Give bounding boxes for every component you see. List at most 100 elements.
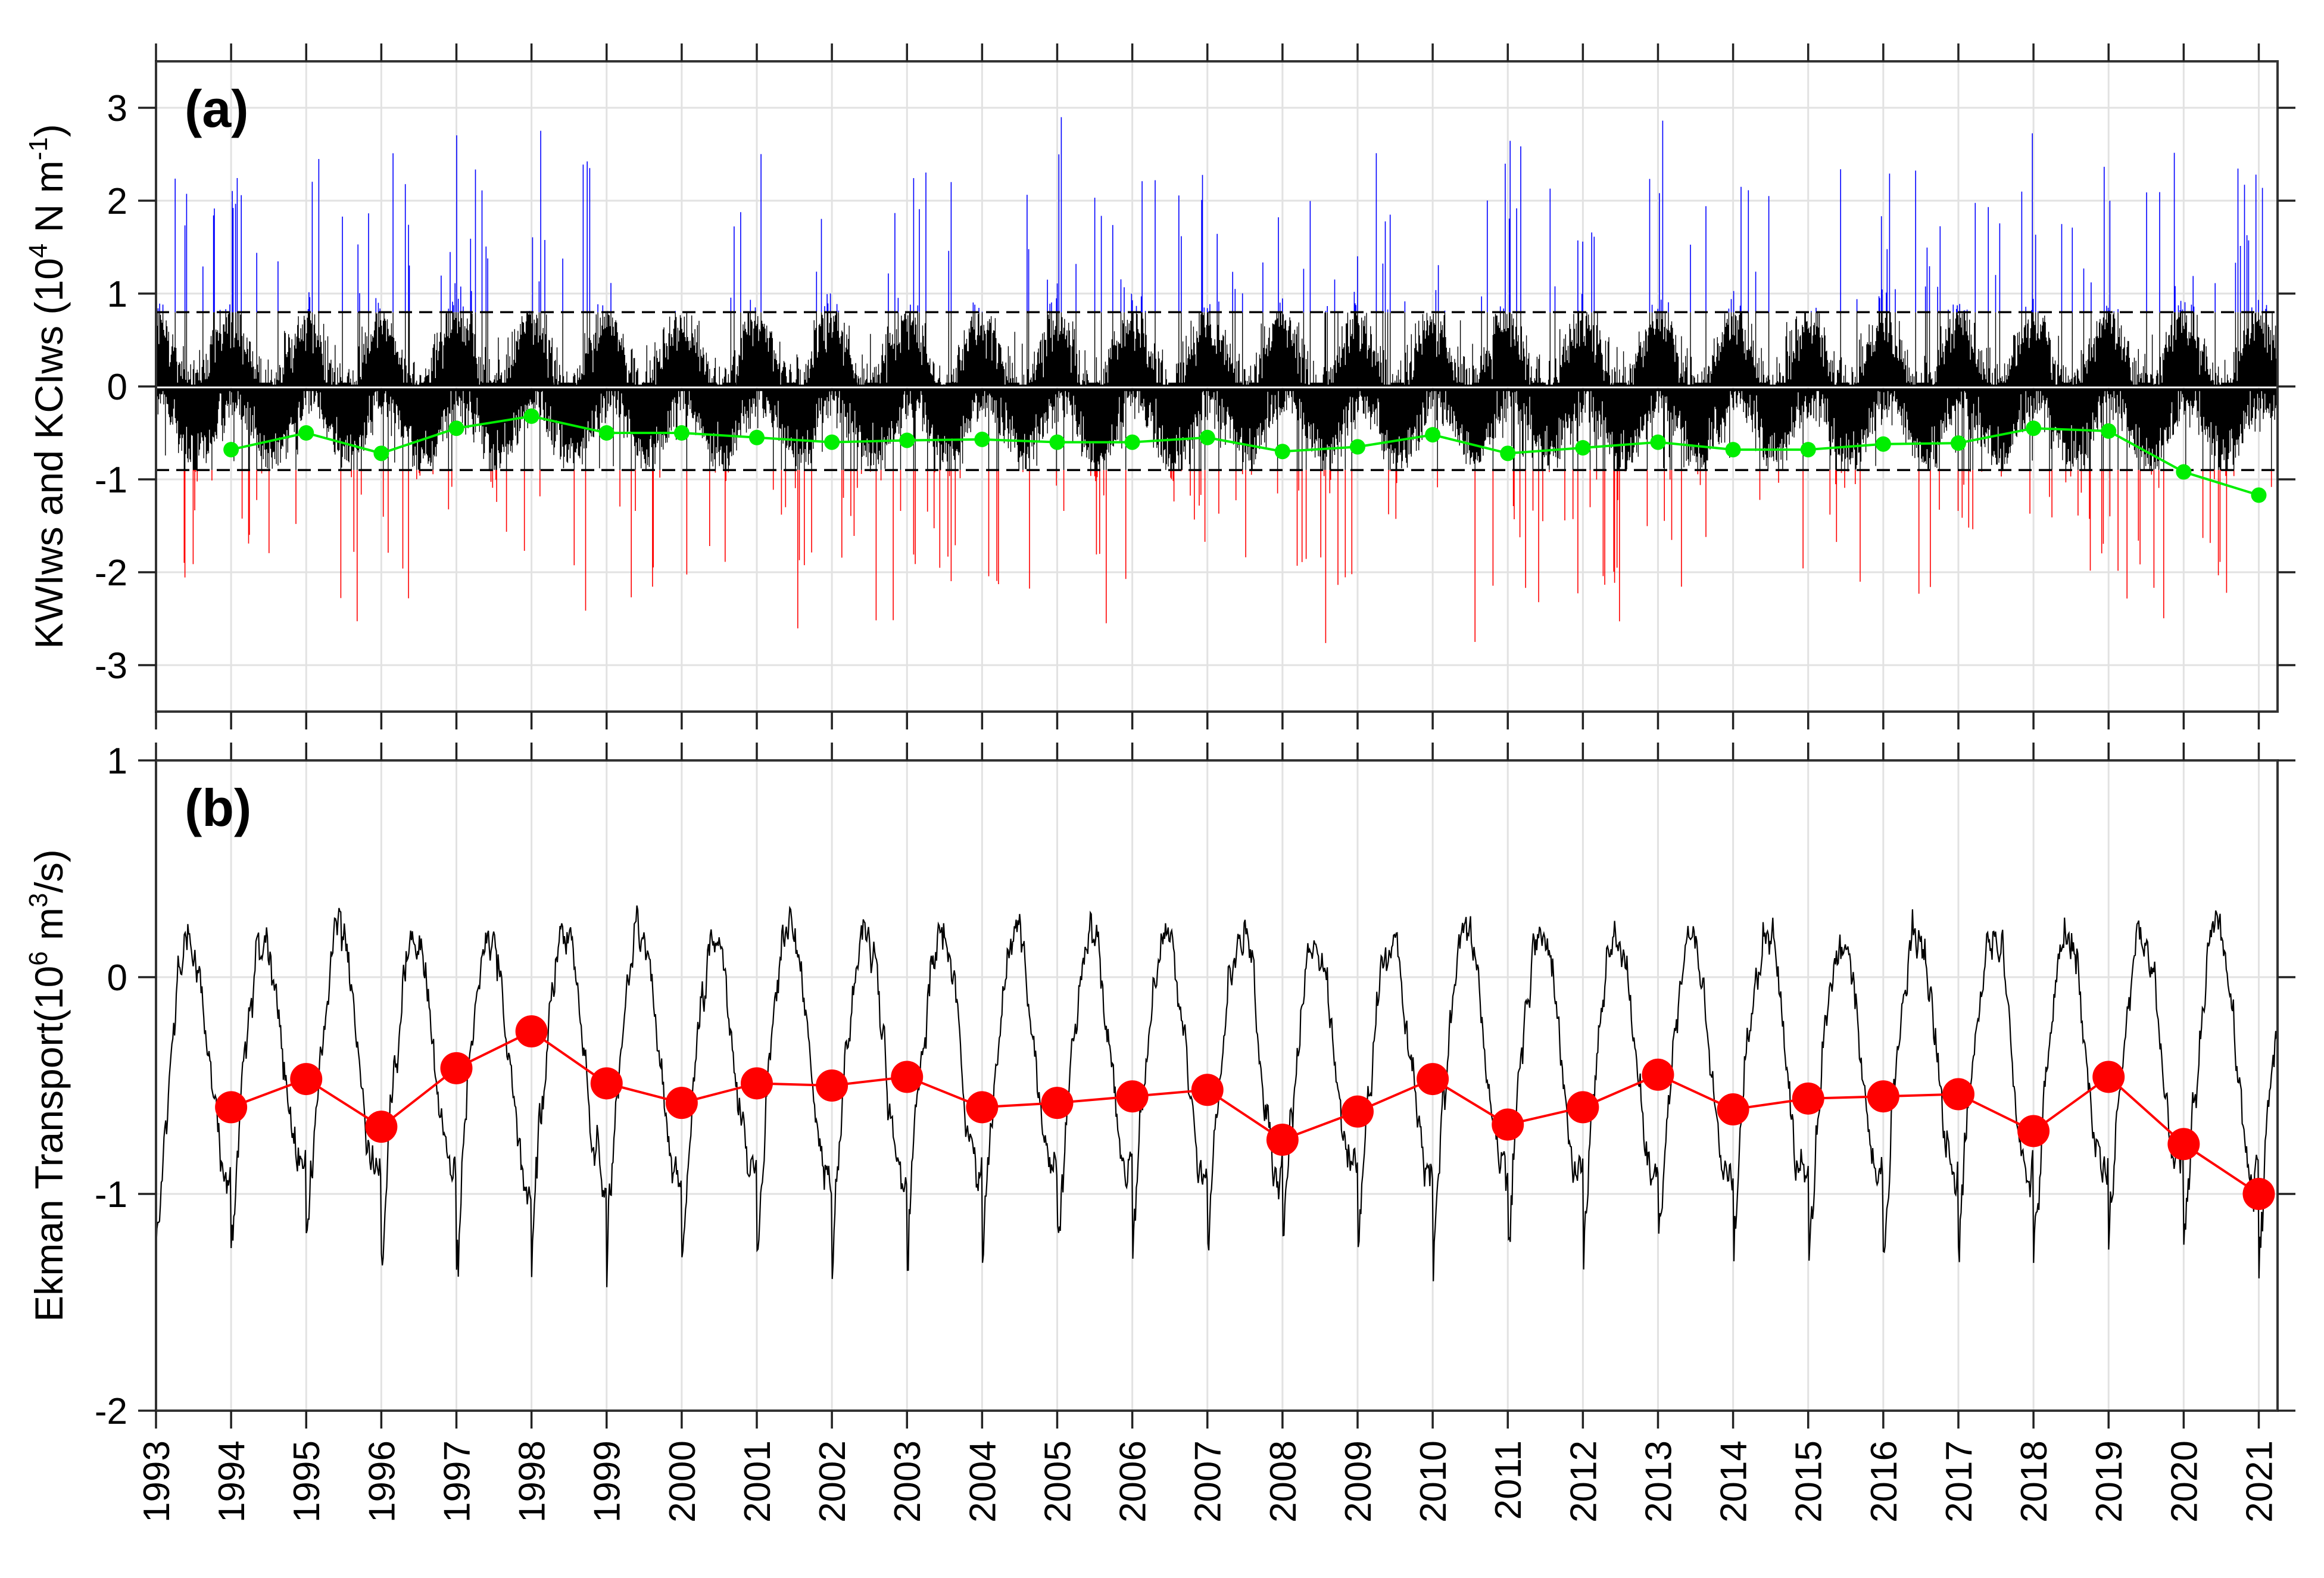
annual-mean-point	[1492, 1108, 1524, 1141]
annual-mean-point	[824, 434, 840, 450]
annual-mean-point	[1800, 442, 1816, 458]
panel-b: -2 -1 0 1 (b) Ekman Transport(106 m3/s)	[24, 741, 2295, 1432]
y-tick-label: 2	[107, 181, 127, 222]
annual-mean-line	[230, 1030, 2260, 1195]
y-tick-label: 1	[107, 741, 127, 782]
annual-mean-point	[290, 1063, 323, 1096]
panel-b-frame	[155, 759, 2279, 1412]
annual-mean-point	[2176, 464, 2192, 480]
annual-mean-point	[1191, 1074, 1224, 1106]
annual-mean-point	[891, 1061, 924, 1093]
y-tick-label: 1	[107, 274, 127, 315]
x-tick-label: 1997	[436, 1440, 478, 1523]
annual-mean-point	[1049, 434, 1065, 450]
y-tick-label: -2	[95, 553, 127, 594]
annual-mean-point	[748, 429, 765, 445]
annual-mean-point	[1650, 434, 1666, 450]
x-tick-label: 2006	[1113, 1440, 1154, 1523]
x-tick-label: 2005	[1037, 1440, 1078, 1523]
annual-mean-point	[1199, 429, 1215, 445]
annual-mean-point	[440, 1052, 473, 1084]
x-tick-label: 2009	[1338, 1440, 1379, 1523]
x-tick-label: 2016	[1864, 1440, 1905, 1523]
x-tick-label: 2020	[2164, 1440, 2205, 1523]
annual-mean-point	[899, 432, 915, 448]
x-tick-label: 2007	[1188, 1440, 1229, 1523]
x-tick-label: 2001	[737, 1440, 778, 1523]
daily-bars-red	[183, 470, 2272, 643]
annual-mean-point	[1575, 439, 1591, 456]
y-tick-label: 3	[107, 88, 127, 129]
annual-mean-point	[1266, 1124, 1299, 1156]
annual-mean-point	[2101, 423, 2117, 439]
annual-mean-point	[523, 408, 539, 424]
x-tick-label: 1993	[136, 1440, 177, 1523]
annual-mean-point	[1875, 436, 1891, 452]
annual-mean-point	[1274, 444, 1290, 460]
annual-mean-point	[1725, 442, 1741, 458]
panel-a: -3 -2 -1 0 1 2 3 (a) KWIws and KCIws (104 N m-…	[24, 43, 2295, 729]
x-tick-label: 2003	[887, 1440, 928, 1523]
annual-mean-point	[1349, 439, 1365, 455]
y-tick-label: 0	[107, 958, 127, 999]
x-tick-label: 2002	[812, 1440, 853, 1523]
panel-a-label: (a)	[185, 79, 249, 138]
y-tick-label: -1	[95, 460, 127, 501]
x-tick-label: 2011	[1488, 1440, 1529, 1520]
x-tick-label: 1995	[286, 1440, 327, 1523]
x-tick-label: 2013	[1638, 1440, 1679, 1523]
annual-mean-point	[1792, 1082, 1824, 1115]
x-tick-label: 2010	[1413, 1440, 1454, 1523]
annual-mean-point	[298, 425, 314, 441]
annual-mean-point	[816, 1069, 849, 1102]
annual-mean-point	[1425, 427, 1441, 443]
annual-mean-line	[230, 414, 2260, 497]
panel-a-threshold-lines	[156, 311, 2278, 472]
x-tick-label: 2004	[962, 1440, 1003, 1523]
x-tick-label: 2018	[2014, 1440, 2055, 1523]
x-tick-label: 1996	[361, 1440, 403, 1523]
x-tick-label: 2019	[2089, 1440, 2130, 1523]
panel-b-daily-line	[155, 905, 2279, 1287]
y-tick-label: -2	[95, 1391, 127, 1432]
panel-a-ylabel: KWIws and KCIws (104 N m-1)	[24, 124, 71, 648]
panel-a-ticks: -3 -2 -1 0 1 2 3	[95, 43, 2295, 729]
annual-mean-point	[740, 1067, 773, 1100]
annual-mean-point	[1942, 1078, 1974, 1111]
annual-mean-point	[1950, 435, 1966, 451]
panel-a-annual-series	[223, 408, 2267, 503]
annual-mean-point	[2092, 1061, 2125, 1093]
x-tick-label: 1998	[512, 1440, 553, 1523]
annual-mean-point	[1500, 445, 1516, 461]
annual-mean-point	[1567, 1091, 1599, 1124]
annual-mean-point	[665, 1087, 698, 1119]
annual-mean-point	[1041, 1087, 1074, 1119]
annual-mean-point	[2167, 1128, 2200, 1161]
annual-mean-point	[974, 431, 990, 447]
annual-mean-point	[365, 1111, 398, 1143]
panel-b-ticks: -2 -1 0 1	[95, 741, 2295, 1432]
x-tick-label: 2000	[662, 1440, 703, 1523]
annual-mean-point	[373, 445, 389, 461]
annual-mean-point	[1124, 434, 1140, 450]
x-tick-label: 2012	[1563, 1440, 1604, 1523]
y-tick-label: -3	[95, 645, 127, 687]
x-tick-label: 2014	[1714, 1440, 1755, 1523]
annual-mean-point	[223, 442, 239, 458]
x-tick-label: 2017	[1939, 1440, 1980, 1523]
x-tick-label: 1999	[587, 1440, 628, 1523]
annual-mean-point	[2017, 1115, 2050, 1147]
annual-mean-point	[673, 425, 690, 441]
annual-mean-point	[215, 1091, 248, 1124]
annual-mean-point	[1341, 1095, 1374, 1128]
annual-mean-point	[1717, 1093, 1749, 1126]
annual-mean-point	[2026, 420, 2042, 436]
annual-mean-point	[2251, 487, 2267, 503]
annual-mean-point	[1642, 1058, 1674, 1091]
annual-mean-point	[2242, 1178, 2275, 1210]
annual-mean-point	[598, 425, 614, 441]
y-tick-label: -1	[95, 1174, 127, 1215]
x-tick-label: 2015	[1789, 1440, 1830, 1523]
annual-mean-point	[590, 1067, 623, 1100]
